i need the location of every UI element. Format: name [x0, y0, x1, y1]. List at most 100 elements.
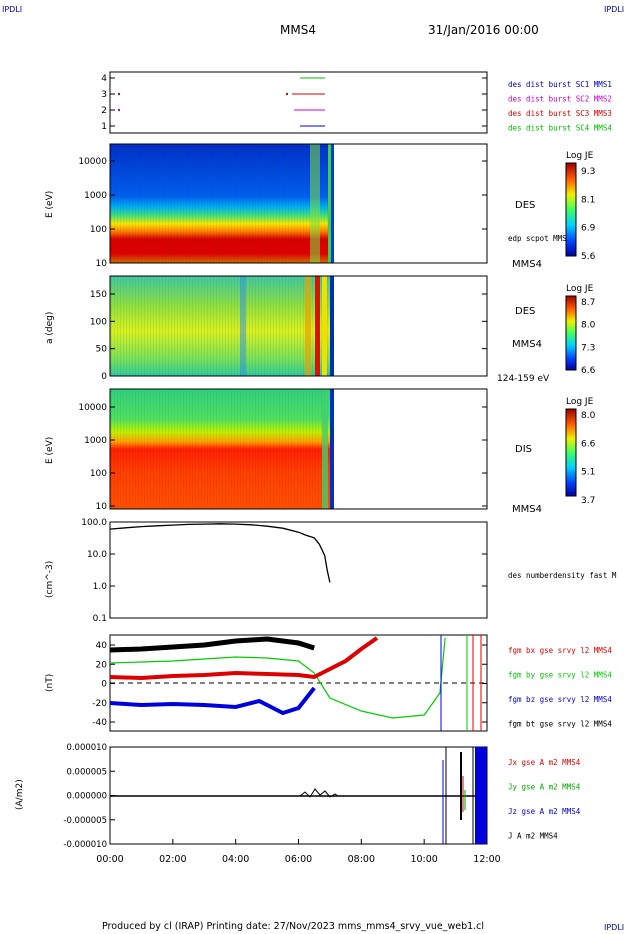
current-ytick-label: 0.000000	[66, 792, 107, 802]
des-energy-ytick-label: 10000	[78, 157, 107, 167]
des-pitch-cbar-tick: 7.3	[581, 343, 595, 353]
des-pitch-streak-4	[322, 276, 327, 376]
density-panel: (cm^-3) 0.1 1.0 10.0 100.0 des numberdensit…	[45, 518, 617, 624]
time-axis-label: 06:00	[285, 854, 312, 865]
des-energy-cbar-tick: 9.3	[581, 167, 595, 177]
dis-energy-sc: MMS4	[512, 504, 542, 515]
des-pitch-panel: a (deg) 0 50 100 150 DES MMS4 124-159 eV Lo…	[45, 275, 596, 384]
current-legend-entry: Jy gse A m2 MMS4	[508, 783, 581, 792]
current-ytick-label: -0.000005	[63, 816, 107, 826]
current-ylabel: (A/m2)	[15, 779, 25, 810]
current-ytick-label: 0.000005	[66, 767, 107, 777]
des-pitch-cbar-title: Log JE	[566, 284, 594, 294]
des-energy-cbar-tick: 8.1	[581, 195, 595, 205]
current-block-blue	[475, 747, 487, 844]
des-pitch-frame	[109, 275, 488, 377]
density-ylabel: (cm^-3)	[45, 561, 55, 598]
corner-label-right: IPDLI	[604, 5, 624, 14]
bfield-legend-entry: fgm bx gse srvy l2 MMS4	[508, 646, 612, 655]
density-series-line	[109, 523, 331, 583]
dis-energy-cbar-tick: 8.0	[581, 411, 596, 421]
time-axis-label: 10:00	[410, 854, 437, 865]
bfield-legend-entry: fgm by gse srvy l2 MMS4	[508, 671, 612, 680]
burst-ytick-label: 4	[101, 74, 107, 84]
des-energy-cbar-tick: 5.6	[581, 252, 596, 262]
des-pitch-cbar-tick: 8.0	[581, 321, 596, 331]
des-pitch-sc: MMS4	[512, 339, 542, 350]
des-pitch-cbar-tick: 6.6	[581, 366, 596, 376]
dis-energy-ylabel: E (eV)	[45, 437, 55, 464]
burst-panel: 1 2 3 4 des dist burst SC1 MMS1 des dist bur…	[101, 71, 612, 134]
burst-ytick-label: 1	[101, 122, 107, 132]
des-pitch-ytick-label: 100	[90, 317, 107, 327]
des-energy-frame	[109, 143, 488, 264]
dis-energy-ytick-label: 10	[96, 502, 108, 512]
current-ytick-label: -0.000010	[63, 840, 107, 850]
bfield-legend-entry: fgm bz gse srvy l2 MMS4	[508, 695, 612, 704]
date-title: 31/Jan/2016 00:00	[428, 23, 539, 37]
time-axis-label: 02:00	[159, 854, 186, 865]
dis-energy-cbar-tick: 3.7	[581, 496, 595, 506]
density-ytick-label: 100.0	[81, 518, 107, 528]
des-energy-ylabel: E (eV)	[45, 191, 55, 218]
bfield-ytick-label: 0	[101, 680, 107, 690]
bfield-ytick-label: 20	[96, 660, 108, 670]
bfield-series-line	[109, 637, 446, 719]
des-pitch-instrument: DES	[515, 306, 535, 317]
dis-energy-cbar-title: Log JE	[566, 397, 594, 407]
des-pitch-ytick-label: 150	[90, 290, 107, 300]
footer-text: Produced by cl (IRAP) Printing date: 27/…	[102, 921, 484, 932]
des-energy-colorbar	[565, 162, 577, 257]
dis-energy-instrument: DIS	[515, 444, 532, 455]
bfield-series-line	[109, 636, 315, 653]
dis-energy-texture	[110, 389, 330, 509]
burst-dot-sc2	[118, 109, 120, 111]
burst-legend-entry: des dist burst SC2 MMS2	[508, 95, 612, 104]
dis-energy-ytick-label: 1000	[84, 436, 107, 446]
burst-panel-frame	[109, 71, 488, 134]
des-energy-cbar-tick: 6.9	[581, 224, 596, 234]
des-energy-instrument: DES	[515, 200, 535, 211]
bfield-ytick-label: -20	[92, 699, 107, 709]
des-energy-overlay: edp scpot MMS4	[508, 234, 572, 243]
des-pitch-texture	[110, 276, 330, 376]
bfield-ytick-label: -40	[92, 718, 107, 728]
dis-energy-cbar-tick: 5.1	[581, 468, 595, 478]
dis-energy-cbar-tick: 6.6	[581, 439, 596, 449]
burst-ytick-label: 3	[101, 90, 107, 100]
des-energy-panel: E (eV) 10 100 1000 10000 DES edp scpot MMS4…	[45, 143, 596, 270]
dis-energy-colorbar	[565, 408, 577, 497]
des-energy-ytick-label: 10	[96, 259, 108, 269]
des-pitch-streak-1	[240, 276, 246, 376]
dis-energy-frame	[109, 388, 488, 510]
current-legend-entry: J A m2 MMS4	[508, 832, 558, 841]
density-ytick-label: 1.0	[93, 582, 108, 592]
current-legend-entry: Jz gse A m2 MMS4	[508, 807, 581, 816]
burst-dot-sc3	[118, 93, 120, 95]
spacecraft-title: MMS4	[280, 23, 316, 37]
des-energy-edge-yellow	[310, 144, 320, 263]
des-pitch-cbar-tick: 8.7	[581, 298, 595, 308]
des-pitch-ylabel: a (deg)	[45, 312, 55, 344]
des-energy-texture	[110, 144, 330, 263]
time-axis-label: 12:00	[473, 854, 500, 865]
des-pitch-streak-5	[330, 276, 334, 376]
des-pitch-streak-2	[305, 276, 311, 376]
des-pitch-colorbar	[565, 295, 577, 371]
density-frame	[109, 521, 488, 619]
bfield-series-line	[109, 636, 379, 681]
des-energy-ytick-label: 100	[90, 225, 107, 235]
bfield-ytick-label: 40	[96, 641, 108, 651]
bfield-legend-entry: fgm bt gse srvy l2 MMS4	[508, 720, 612, 729]
time-axis-label: 04:00	[222, 854, 249, 865]
current-bump	[299, 788, 339, 798]
burst-dot-sc3b	[286, 93, 288, 95]
des-pitch-streak-3	[315, 276, 320, 376]
des-energy-edge-green	[328, 144, 331, 263]
density-ytick-label: 0.1	[93, 614, 107, 624]
density-legend: des numberdensity fast M	[508, 571, 617, 580]
corner-label-left: IPDLI	[2, 5, 22, 14]
des-pitch-ytick-label: 50	[96, 345, 108, 355]
burst-ytick-label: 2	[101, 106, 107, 116]
